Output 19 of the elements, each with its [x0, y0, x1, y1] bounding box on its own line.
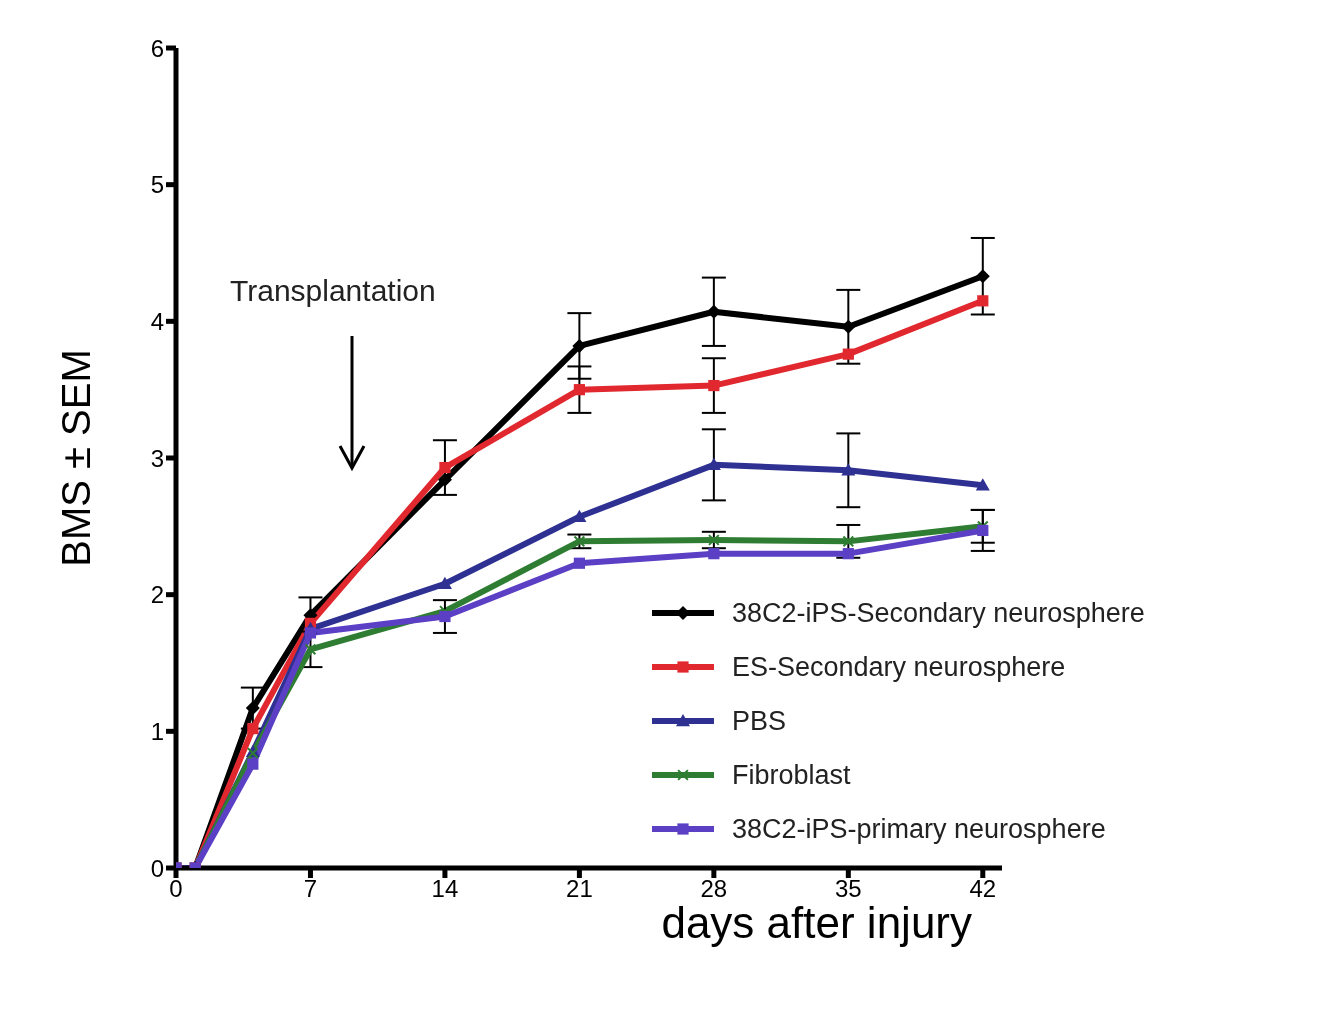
- legend-label: Fibroblast: [732, 759, 851, 791]
- y-tick-label: 2: [150, 581, 164, 609]
- x-tick-label: 14: [431, 875, 459, 903]
- legend-label: 38C2-iPS-Secondary neurosphere: [732, 597, 1145, 629]
- x-tick-label: 7: [303, 875, 318, 903]
- legend-label: ES-Secondary neurosphere: [732, 651, 1066, 683]
- y-axis-title: BMS ± SEM: [54, 349, 99, 567]
- x-tick-label: 0: [169, 875, 183, 903]
- y-tick-label: 3: [150, 444, 164, 472]
- y-tick-label: 4: [150, 307, 164, 335]
- y-tick-label: 6: [150, 34, 164, 62]
- legend-label: PBS: [732, 705, 787, 737]
- y-tick-label: 5: [150, 171, 164, 199]
- x-tick-label: 42: [969, 875, 997, 903]
- y-tick-label: 0: [150, 854, 164, 882]
- y-tick-label: 1: [150, 717, 164, 745]
- x-tick-label: 21: [566, 875, 593, 903]
- legend-label: 38C2-iPS-primary neurosphere: [732, 813, 1106, 845]
- annotation: Transplantation: [230, 274, 436, 308]
